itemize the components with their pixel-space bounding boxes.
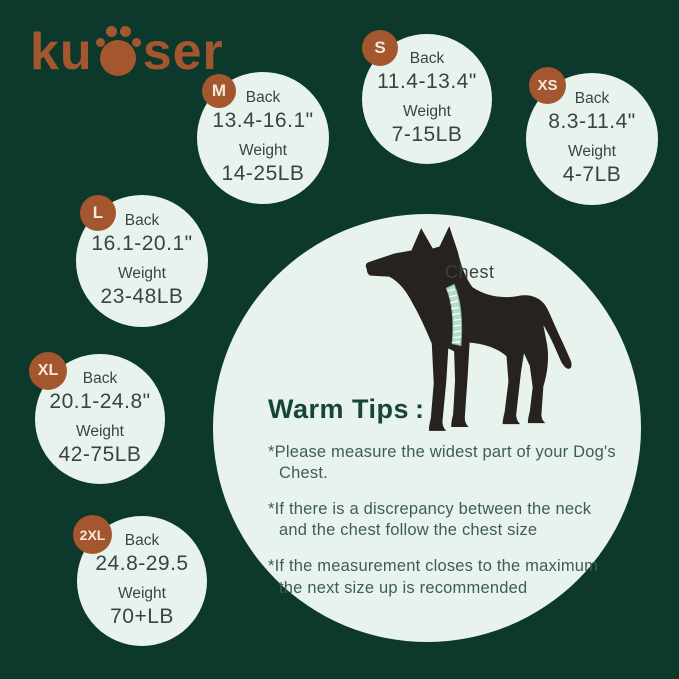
weight-range: 14-25LB [221,161,305,185]
weight-range: 70+LB [110,604,174,628]
size-badge-s: S [362,30,398,66]
size-circle-s: S Back 11.4-13.4" Weight 7-15LB [362,30,492,164]
size-circle-xl: XL Back 20.1-24.8" Weight 42-75LB [29,352,165,484]
weight-label: Weight [568,143,616,160]
weight-range: 42-75LB [58,442,142,466]
weight-label: Weight [239,142,287,159]
size-badge-label: S [374,38,386,57]
tip-discrepancy: *If there is a discrepancy between the n… [268,500,592,540]
size-badge-label: L [92,203,104,222]
size-circle-l: L Back 16.1-20.1" Weight 23-48LB [76,195,208,327]
size-badge-label: XL [37,362,59,379]
tip-size-up: *If the measurement closes to the maximu… [268,557,599,597]
weight-label: Weight [118,585,166,602]
size-badge-label: 2XL [79,526,106,543]
back-range: 16.1-20.1" [91,231,193,255]
warm-tips-title: Warm Tips: [268,394,624,425]
paw-icon [95,22,141,80]
back-label: Back [409,50,445,68]
size-badge-label: M [211,81,227,100]
size-badge-label: XS [537,77,558,94]
size-circle-2xl: 2XL Back 24.8-29.5 Weight 70+LB [73,515,207,646]
back-label: Back [82,370,118,388]
weight-range: 4-7LB [562,162,622,186]
dog-silhouette [365,226,572,431]
back-label: Back [574,90,610,108]
back-range: 13.4-16.1" [212,108,314,132]
size-circle-xs: XS Back 8.3-11.4" Weight 4-7LB [526,67,658,205]
logo-text-right: ser [142,23,224,81]
back-range: 8.3-11.4" [548,109,636,133]
weight-label: Weight [118,265,166,282]
back-range: 24.8-29.5 [95,551,189,575]
back-range: 11.4-13.4" [377,69,477,93]
warm-tips-colon: : [415,394,425,424]
back-range: 20.1-24.8" [49,389,151,413]
chest-label: Chest [445,262,495,282]
logo-text-left: ku [30,23,93,81]
weight-label: Weight [76,423,124,440]
size-badge-2xl: 2XL [73,515,112,554]
weight-range: 7-15LB [391,122,463,146]
back-label: Back [124,532,160,550]
tip-measure-chest: *Please measure the widest part of your … [268,443,616,483]
size-badge-l: L [80,195,116,231]
size-badge-xl: XL [29,352,67,390]
size-circle-m: M Back 13.4-16.1" Weight 14-25LB [197,72,329,204]
measuring-tape [445,283,463,347]
measurement-diagram-circle: Chest Warm Tips: *Please measure the wid… [213,214,641,642]
weight-range: 23-48LB [100,284,184,308]
size-badge-xs: XS [529,67,566,104]
weight-label: Weight [403,103,451,120]
warm-tips-title-text: Warm Tips [268,394,410,424]
brand-logo: ku ser [30,16,224,80]
size-badge-m: M [202,74,236,108]
back-label: Back [124,212,160,230]
back-label: Back [245,89,281,107]
warm-tips-block: Warm Tips: *Please measure the widest pa… [268,394,624,614]
